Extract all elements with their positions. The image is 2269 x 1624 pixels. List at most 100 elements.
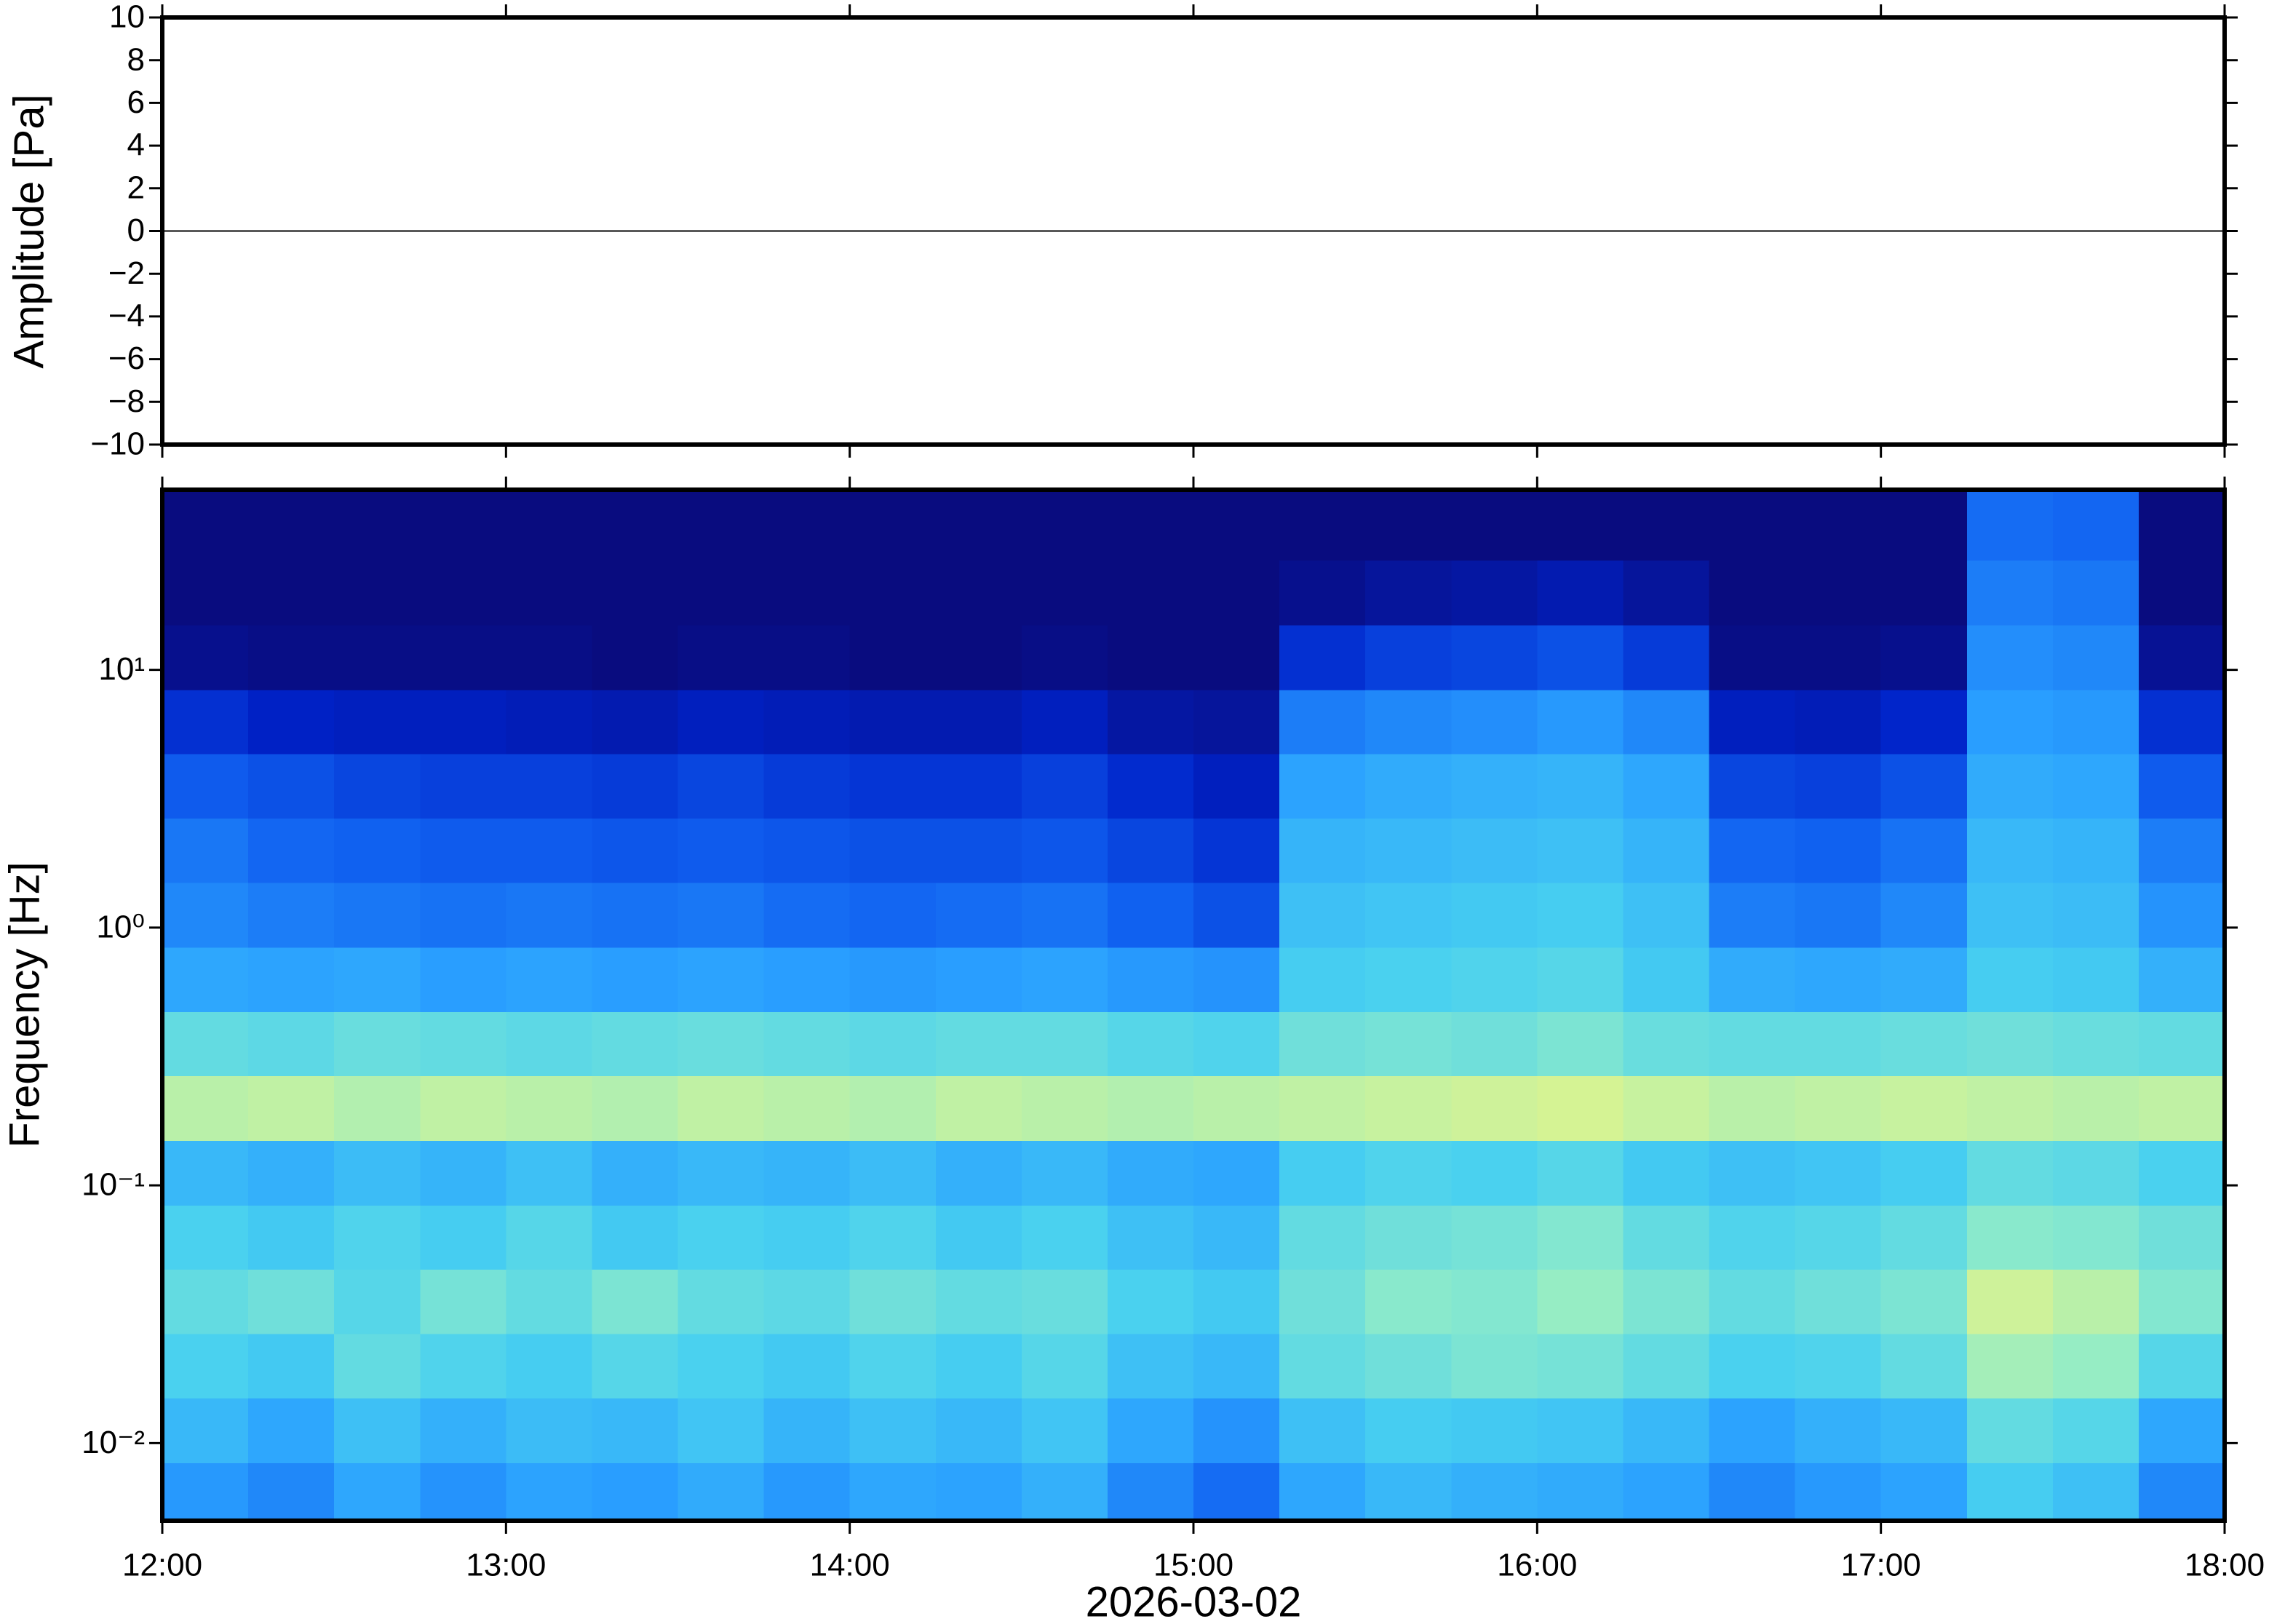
- spectrogram-cell: [1537, 818, 1624, 883]
- spectrogram-cell: [2138, 1269, 2225, 1334]
- spectrogram-cell: [1021, 1398, 1108, 1463]
- spectrogram-cell: [592, 1075, 679, 1141]
- spectrogram-cell: [1451, 1011, 1538, 1077]
- y-tick-label: 8: [127, 41, 145, 77]
- spectrogram-cell: [935, 624, 1022, 690]
- spectrogram-cell: [849, 1333, 937, 1399]
- spectrogram-cell: [420, 1075, 507, 1141]
- spectrogram-cell: [1193, 1462, 1280, 1521]
- spectrogram-cell: [1709, 1333, 1796, 1399]
- spectrogram-cell: [1880, 1075, 1968, 1141]
- spectrogram-cell: [849, 1462, 937, 1521]
- spectrogram-cell: [1107, 1333, 1194, 1399]
- spectrogram-cell: [935, 490, 1022, 561]
- spectrogram-cell: [1795, 1333, 1882, 1399]
- spectrogram-cell: [677, 818, 765, 883]
- spectrogram-cell: [248, 689, 335, 755]
- spectrogram-cell: [334, 882, 421, 948]
- spectrogram-cell: [1279, 1011, 1366, 1077]
- spectrogram-cell: [1451, 818, 1538, 883]
- spectrogram-cell: [420, 1140, 507, 1206]
- spectrogram-cell: [1451, 1462, 1538, 1521]
- spectrogram-cell: [1880, 1269, 1968, 1334]
- spectrogram-cell: [2138, 490, 2225, 561]
- x-tick-label: 16:00: [1497, 1548, 1577, 1583]
- spectrogram-cell: [248, 1204, 335, 1270]
- spectrogram-cell: [2052, 818, 2139, 883]
- spectrogram-cell: [506, 947, 593, 1012]
- spectrogram-cell: [1451, 1075, 1538, 1141]
- x-tick-label: 14:00: [810, 1548, 890, 1583]
- spectrogram-cell: [1107, 1398, 1194, 1463]
- spectrogram-cell: [1193, 1140, 1280, 1206]
- spectrogram-cell: [935, 1333, 1022, 1399]
- x-tick-label: 15:00: [1153, 1548, 1233, 1583]
- spectrogram-cell: [763, 560, 851, 626]
- spectrogram-cell: [763, 1011, 851, 1077]
- spectrogram-cell: [334, 689, 421, 755]
- spectrogram-cell: [1966, 1011, 2054, 1077]
- spectrogram-cell: [1021, 490, 1108, 561]
- spectrogram-cell: [1107, 1204, 1194, 1270]
- spectrogram-cell: [1279, 882, 1366, 948]
- spectrogram-cell: [1880, 490, 1968, 561]
- spectrogram-cell: [592, 490, 679, 561]
- spectrogram-cell: [1880, 1140, 1968, 1206]
- spectrogram-cell: [763, 753, 851, 819]
- spectrogram-cell: [1193, 1269, 1280, 1334]
- spectrogram-cell: [1365, 1333, 1453, 1399]
- spectrogram-cell: [1709, 882, 1796, 948]
- spectrogram-cell: [1021, 624, 1108, 690]
- spectrogram-cell: [2138, 560, 2225, 626]
- spectrogram-cell: [420, 1462, 507, 1521]
- spectrogram-cell: [849, 1140, 937, 1206]
- y-tick-label: 10¹: [98, 651, 145, 687]
- spectrogram-cell: [1451, 1269, 1538, 1334]
- spectrogram-cell: [1365, 1011, 1453, 1077]
- spectrogram-cell: [2052, 1011, 2139, 1077]
- spectrogram-cell: [248, 947, 335, 1012]
- spectrogram-cell: [1966, 1398, 2054, 1463]
- spectrogram-cell: [162, 1398, 249, 1463]
- spectrogram-cell: [935, 1140, 1022, 1206]
- spectrogram-cell: [677, 624, 765, 690]
- spectrogram-cell: [1537, 1011, 1624, 1077]
- spectrogram-cell: [763, 1075, 851, 1141]
- spectrogram-cell: [248, 1075, 335, 1141]
- y-tick-label: −2: [108, 255, 145, 291]
- spectrogram-cell: [1365, 882, 1453, 948]
- spectrogram-cell: [1795, 882, 1882, 948]
- spectrogram-cell: [1451, 490, 1538, 561]
- spectrogram-cell: [2052, 1140, 2139, 1206]
- spectrogram-cell: [162, 689, 249, 755]
- spectrogram-cell: [1795, 1011, 1882, 1077]
- spectrogram-cell: [1709, 818, 1796, 883]
- spectrogram-cell: [420, 947, 507, 1012]
- spectrogram-cell: [1623, 753, 1710, 819]
- spectrogram-cell: [162, 1462, 249, 1521]
- spectrogram-cell: [1537, 882, 1624, 948]
- spectrogram-cell: [2052, 1204, 2139, 1270]
- spectrogram-cell: [420, 560, 507, 626]
- spectrogram-cell: [592, 1333, 679, 1399]
- spectrogram-cell: [1623, 1333, 1710, 1399]
- spectrogram-cell: [2052, 624, 2139, 690]
- spectrogram-cell: [1623, 689, 1710, 755]
- spectrogram-cell: [1966, 882, 2054, 948]
- panel: 10⁻² 10⁻¹ 10⁰ 10¹ 12:00 13:00 14:00 15:00 16:00 1…: [82, 477, 2265, 1583]
- spectrogram-cell: [506, 1140, 593, 1206]
- spectrogram-cell: [592, 818, 679, 883]
- spectrogram-cell: [763, 1462, 851, 1521]
- spectrogram-cell: [1279, 1269, 1366, 1334]
- spectrogram-cell: [849, 1011, 937, 1077]
- spectrogram-cell: [420, 882, 507, 948]
- spectrogram-cell: [849, 882, 937, 948]
- spectrogram-cell: [935, 1269, 1022, 1334]
- spectrogram-cell: [1623, 560, 1710, 626]
- spectrogram-cell: [506, 490, 593, 561]
- spectrogram-cell: [1880, 947, 1968, 1012]
- spectrogram-cell: [1623, 624, 1710, 690]
- spectrogram-cell: [1193, 753, 1280, 819]
- spectrogram-cell: [1966, 818, 2054, 883]
- spectrogram-cell: [1021, 882, 1108, 948]
